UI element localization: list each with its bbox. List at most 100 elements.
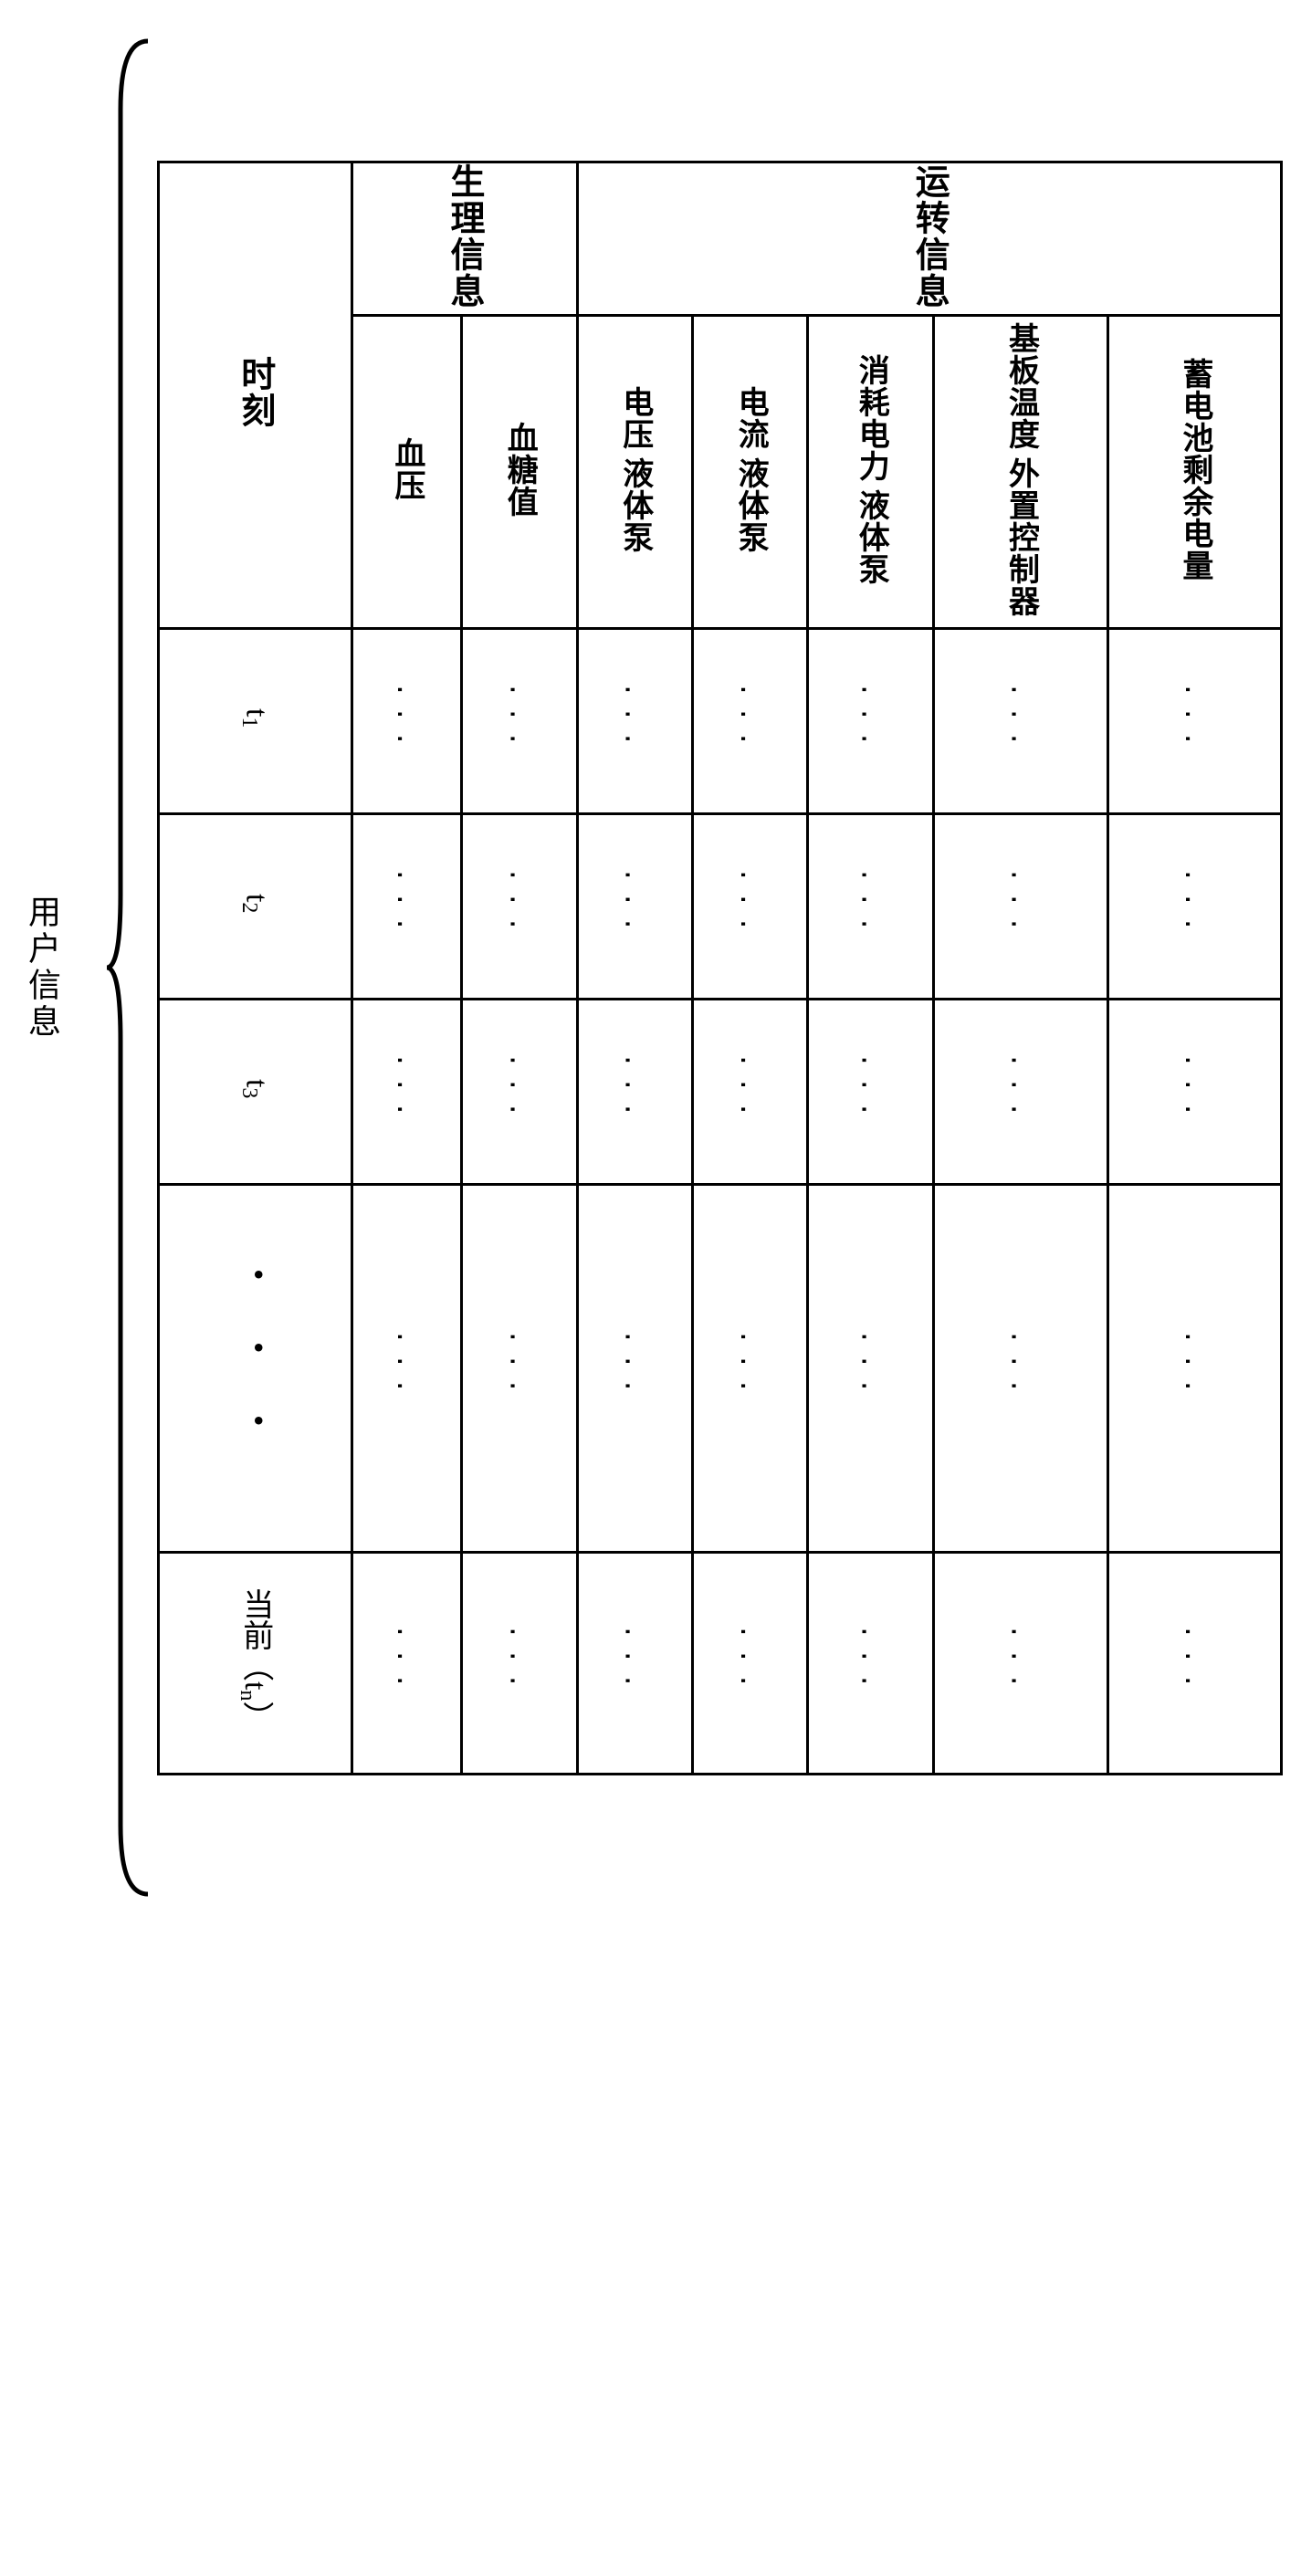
cell-t2-pv: ... <box>577 813 692 999</box>
dots: ... <box>392 1624 422 1698</box>
dots: ... <box>1005 867 1035 941</box>
dots: ... <box>735 682 765 756</box>
col-temp-line1: 外置控制器 <box>998 457 1043 617</box>
dots: ... <box>1180 1052 1210 1126</box>
dots: ... <box>855 1052 886 1126</box>
dots: ... <box>1005 1624 1035 1698</box>
data-table-wrap: 时刻 生理信息 运转信息 血压 血糖值 液体泵 <box>157 161 1283 1775</box>
dots: ... <box>1180 1329 1210 1403</box>
dots: ... <box>1005 682 1035 756</box>
op-header: 运转信息 <box>577 162 1282 315</box>
dots: ... <box>620 682 650 756</box>
cell-t3-pv: ... <box>577 999 692 1184</box>
t2-label: t2 <box>236 894 274 913</box>
data-table: 时刻 生理信息 运转信息 血压 血糖值 液体泵 <box>157 161 1283 1775</box>
col-pv-line1: 液体泵 <box>613 457 657 553</box>
cell-ell-pi: ... <box>692 1184 807 1552</box>
dots: ... <box>735 1329 765 1403</box>
col-batt-header: 蓄电池剩余电量 <box>1107 315 1281 628</box>
dots: ... <box>1005 1329 1035 1403</box>
col-pp-text: 液体泵 消耗电力 <box>848 354 893 585</box>
cell-ell-bs: ... <box>462 1184 577 1552</box>
cell-ell-bp: ... <box>351 1184 462 1552</box>
cell-curr-pv: ... <box>577 1552 692 1774</box>
dots: ... <box>504 867 534 941</box>
dots: ... <box>1180 682 1210 756</box>
cell-t1-bs: ... <box>462 628 577 813</box>
cell-curr-batt: ... <box>1107 1552 1281 1774</box>
curly-brace <box>102 37 157 1899</box>
col-pp-header: 液体泵 消耗电力 <box>808 315 934 628</box>
cell-t1-time: t1 <box>159 628 352 813</box>
cell-t3-bs: ... <box>462 999 577 1184</box>
col-temp-text: 外置控制器 基板温度 <box>998 322 1043 617</box>
t1-label: t1 <box>236 708 274 728</box>
cell-curr-temp: ... <box>934 1552 1107 1774</box>
dots: ... <box>504 1329 534 1403</box>
current-label: 当前（tn） <box>233 1588 278 1732</box>
row-t1: t1 ... ... ... ... ... ... ... <box>159 628 1282 813</box>
cell-ell-pp: ... <box>808 1184 934 1552</box>
bio-header: 生理信息 <box>351 162 577 315</box>
col-pv-header: 液体泵 电压 <box>577 315 692 628</box>
dots: ... <box>855 1624 886 1698</box>
t3-label: t3 <box>236 1079 274 1098</box>
col-pi-text: 液体泵 电流 <box>728 386 772 553</box>
cell-ell-time: ・・・ <box>159 1184 352 1552</box>
cell-t3-pi: ... <box>692 999 807 1184</box>
cell-t3-temp: ... <box>934 999 1107 1184</box>
cell-ell-batt: ... <box>1107 1184 1281 1552</box>
dots: ... <box>735 867 765 941</box>
cell-t3-pp: ... <box>808 999 934 1184</box>
cell-t3-time: t3 <box>159 999 352 1184</box>
dots: ... <box>1180 867 1210 941</box>
dots: ... <box>392 682 422 756</box>
cell-t2-bs: ... <box>462 813 577 999</box>
op-header-text: 运转信息 <box>904 163 954 309</box>
dots: ... <box>855 867 886 941</box>
dots: ... <box>504 682 534 756</box>
cell-ell-temp: ... <box>934 1184 1107 1552</box>
cell-t2-time: t2 <box>159 813 352 999</box>
col-bs-text: 血糖值 <box>497 422 541 518</box>
dots: ... <box>855 682 886 756</box>
col-pp-line1: 液体泵 <box>848 489 893 585</box>
cell-curr-bp: ... <box>351 1552 462 1774</box>
cell-t2-batt: ... <box>1107 813 1281 999</box>
row-ellipsis: ・・・ ... ... ... ... ... ... ... <box>159 1184 1282 1552</box>
row-current: 当前（tn） ... ... ... ... ... ... ... <box>159 1552 1282 1774</box>
time-header: 时刻 <box>159 162 352 628</box>
cell-curr-pp: ... <box>808 1552 934 1774</box>
bio-header-text: 生理信息 <box>439 163 489 309</box>
time-header-text: 时刻 <box>230 356 280 429</box>
cell-t1-bp: ... <box>351 628 462 813</box>
dots: ... <box>620 1624 650 1698</box>
cell-t1-pi: ... <box>692 628 807 813</box>
col-bs-header: 血糖值 <box>462 315 577 628</box>
cell-t2-bp: ... <box>351 813 462 999</box>
dots: ... <box>620 1329 650 1403</box>
cell-curr-time: 当前（tn） <box>159 1552 352 1774</box>
dots: ... <box>620 867 650 941</box>
cell-curr-pi: ... <box>692 1552 807 1774</box>
cell-ell-pv: ... <box>577 1184 692 1552</box>
cell-t1-batt: ... <box>1107 628 1281 813</box>
col-pi-line1: 液体泵 <box>728 457 772 553</box>
cell-t1-pv: ... <box>577 628 692 813</box>
col-pp-line2: 消耗电力 <box>848 354 893 482</box>
dots: ... <box>392 1052 422 1126</box>
cell-t2-temp: ... <box>934 813 1107 999</box>
row-t3: t3 ... ... ... ... ... ... ... <box>159 999 1282 1184</box>
cell-t2-pp: ... <box>808 813 934 999</box>
dots: ... <box>392 867 422 941</box>
dots: ... <box>392 1329 422 1403</box>
row-t2: t2 ... ... ... ... ... ... ... <box>159 813 1282 999</box>
user-info-label: 用户信息 <box>18 895 66 1041</box>
col-pv-line2: 电压 <box>613 386 657 450</box>
col-bp-text: 血压 <box>384 437 429 501</box>
dots: ... <box>504 1624 534 1698</box>
cell-t1-temp: ... <box>934 628 1107 813</box>
dots: ... <box>855 1329 886 1403</box>
current-prefix: 当前 <box>238 1588 272 1650</box>
big-dots: ・・・ <box>228 1256 281 1475</box>
